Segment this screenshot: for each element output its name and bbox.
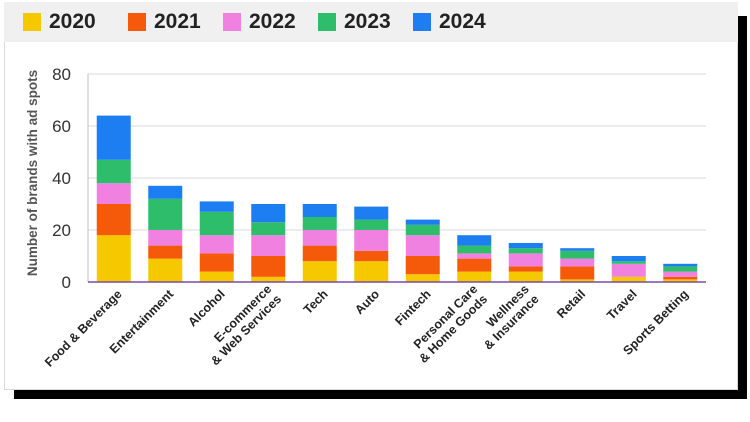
bar-tech-2023 <box>302 217 337 230</box>
bar-auto-2022 <box>354 230 389 251</box>
x-tick-label-line: Travel <box>604 287 639 322</box>
bar-travel-2024 <box>611 256 646 262</box>
bar-food-and-beverage-2021 <box>96 204 131 236</box>
bar-retail-2022 <box>560 258 595 267</box>
bar-retail-2020 <box>560 279 595 282</box>
x-tick-label-line: Tech <box>301 287 331 317</box>
bar-wellness-and-insurance-2020 <box>508 271 543 282</box>
bar-e-commerce-and-web-services-2021 <box>251 256 286 277</box>
bar-fintech-2024 <box>405 219 440 225</box>
bar-food-and-beverage-2020 <box>96 235 131 282</box>
legend-item-2024: 2024 <box>413 10 486 34</box>
legend-item-2022: 2022 <box>223 10 296 34</box>
bar-wellness-and-insurance-2024 <box>508 243 543 249</box>
bar-alcohol-2021 <box>199 253 234 272</box>
bar-sports-betting-2024 <box>663 263 698 267</box>
bar-retail-2023 <box>560 250 595 259</box>
y-tick-label-80: 80 <box>52 65 71 84</box>
x-tick-label-wellness-and-insurance: Wellness& Insurance <box>471 282 541 352</box>
x-tick-label-line: Fintech <box>392 287 433 328</box>
bar-wellness-and-insurance-2022 <box>508 253 543 267</box>
bar-entertainment-2023 <box>148 198 183 230</box>
legend-label-2021: 2021 <box>154 10 201 33</box>
bar-e-commerce-and-web-services-2024 <box>251 204 286 223</box>
y-tick-label-40: 40 <box>52 169 71 188</box>
x-tick-label-fintech: Fintech <box>392 287 433 328</box>
bar-travel-2020 <box>611 276 646 282</box>
bar-personal-care-and-home-goods-2023 <box>457 245 492 254</box>
y-tick-label-20: 20 <box>52 221 71 240</box>
bar-fintech-2022 <box>405 235 440 256</box>
legend-item-2023: 2023 <box>318 10 391 34</box>
legend-swatch-2023 <box>318 13 336 31</box>
x-tick-label-line: Auto <box>352 287 382 317</box>
bar-alcohol-2022 <box>199 235 234 254</box>
legend-swatch-2021 <box>128 13 146 31</box>
y-tick-label-60: 60 <box>52 117 71 136</box>
bar-sports-betting-2023 <box>663 266 698 272</box>
bar-food-and-beverage-2022 <box>96 183 131 204</box>
bar-fintech-2021 <box>405 256 440 275</box>
bar-travel-2022 <box>611 263 646 277</box>
bar-e-commerce-and-web-services-2023 <box>251 222 286 236</box>
legend-swatch-2020 <box>23 13 41 31</box>
legend-item-2021: 2021 <box>128 10 201 34</box>
x-tick-label-line: Food & Beverage <box>42 287 125 370</box>
bar-personal-care-and-home-goods-2022 <box>457 253 492 259</box>
bar-alcohol-2023 <box>199 211 234 236</box>
x-tick-label-retail: Retail <box>554 287 588 321</box>
bar-retail-2024 <box>560 248 595 251</box>
bar-wellness-and-insurance-2021 <box>508 266 543 272</box>
bar-sports-betting-2020 <box>663 279 698 282</box>
bar-personal-care-and-home-goods-2024 <box>457 235 492 246</box>
x-tick-label-line: Alcohol <box>185 287 227 329</box>
x-tick-label-line: Retail <box>554 287 588 321</box>
x-tick-label-tech: Tech <box>301 287 331 317</box>
bar-sports-betting-2022 <box>663 271 698 277</box>
legend-label-2024: 2024 <box>439 10 486 33</box>
legend-swatch-2022 <box>223 13 241 31</box>
bar-fintech-2020 <box>405 274 440 282</box>
bar-food-and-beverage-2024 <box>96 115 131 160</box>
bar-e-commerce-and-web-services-2020 <box>251 276 286 282</box>
bar-personal-care-and-home-goods-2020 <box>457 271 492 282</box>
bar-sports-betting-2021 <box>663 276 698 280</box>
x-tick-label-travel: Travel <box>604 287 639 322</box>
bar-tech-2020 <box>302 261 337 282</box>
bar-travel-2023 <box>611 261 646 264</box>
bar-entertainment-2024 <box>148 185 183 199</box>
bar-wellness-and-insurance-2023 <box>508 248 543 254</box>
x-tick-label-alcohol: Alcohol <box>185 287 227 329</box>
bar-auto-2020 <box>354 261 389 282</box>
bar-fintech-2023 <box>405 224 440 236</box>
legend-label-2022: 2022 <box>249 10 296 33</box>
bar-food-and-beverage-2023 <box>96 159 131 184</box>
legend: 2020 2021 2022 2023 2024 <box>4 2 738 42</box>
bar-retail-2021 <box>560 266 595 280</box>
legend-label-2020: 2020 <box>49 10 96 33</box>
bar-alcohol-2020 <box>199 271 234 282</box>
legend-label-2023: 2023 <box>344 10 391 33</box>
bar-auto-2024 <box>354 206 389 220</box>
legend-swatch-2024 <box>413 13 431 31</box>
bar-auto-2023 <box>354 219 389 230</box>
y-axis-label: Number of brands with ad spots <box>25 70 40 276</box>
bar-alcohol-2024 <box>199 201 234 212</box>
x-tick-label-auto: Auto <box>352 287 382 317</box>
legend-item-2020: 2020 <box>23 10 96 34</box>
bar-tech-2022 <box>302 230 337 246</box>
bar-personal-care-and-home-goods-2021 <box>457 258 492 272</box>
bar-entertainment-2020 <box>148 258 183 282</box>
bar-e-commerce-and-web-services-2022 <box>251 235 286 256</box>
bar-tech-2024 <box>302 204 337 217</box>
bar-tech-2021 <box>302 245 337 262</box>
bar-entertainment-2022 <box>148 230 183 246</box>
bar-auto-2021 <box>354 250 389 262</box>
bar-entertainment-2021 <box>148 245 183 259</box>
x-tick-label-food-and-beverage: Food & Beverage <box>42 287 125 370</box>
y-tick-label-0: 0 <box>62 273 71 292</box>
